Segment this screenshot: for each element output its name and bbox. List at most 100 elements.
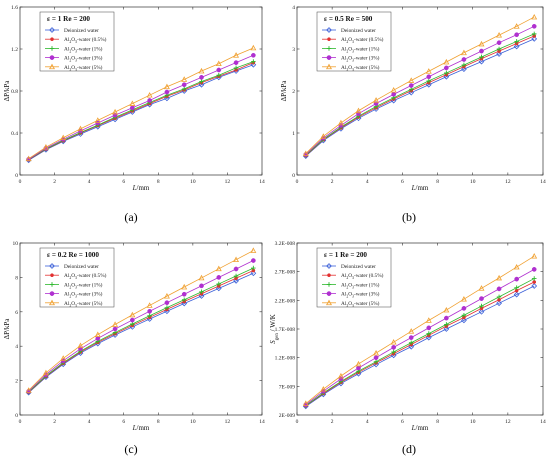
data-point (514, 276, 519, 282)
data-point (94, 331, 101, 338)
data-point (426, 78, 432, 84)
series-line (305, 269, 535, 405)
data-point (199, 79, 204, 84)
x-axis-label: L/mm (132, 184, 150, 192)
y-tick-label: 0.8 (11, 89, 18, 95)
data-point (112, 326, 118, 332)
y-tick-label: 4 (15, 344, 18, 350)
data-point (320, 133, 327, 139)
data-point (461, 317, 467, 324)
legend-title: ε = 1 Re = 200 (47, 15, 90, 23)
x-tick-label: 6 (122, 419, 125, 425)
legend-title: ε = 1 Re = 200 (324, 251, 367, 259)
data-point (531, 31, 537, 37)
legend-marker (326, 282, 332, 287)
series-line (28, 260, 254, 392)
legend-marker (326, 263, 332, 269)
legend-entry-label: Al2O3-water (3%) (341, 291, 380, 299)
y-tick-label: 2.7E-008 (275, 270, 296, 276)
x-axis-label: L/mm (411, 184, 429, 192)
y-tick-label: 4 (292, 5, 295, 11)
series-line (28, 267, 254, 393)
data-point (444, 322, 449, 327)
data-point (250, 247, 257, 253)
x-tick-label: 10 (470, 179, 476, 185)
legend-marker (326, 27, 332, 33)
data-point (129, 100, 136, 106)
data-point (373, 97, 380, 103)
data-point (496, 294, 502, 300)
data-point (198, 67, 205, 74)
legend-entry-label: Al2O3-water (0.5%) (341, 272, 384, 280)
data-point (461, 306, 467, 311)
data-point (60, 134, 67, 141)
y-tick-label: 7E-009 (279, 384, 295, 390)
data-point (373, 359, 379, 364)
x-axis-label: L/mm (132, 424, 150, 432)
data-point (408, 335, 414, 340)
legend-marker (49, 299, 55, 306)
x-tick-label: 4 (366, 179, 369, 185)
data-point (391, 344, 396, 350)
series-line (305, 38, 535, 157)
data-point (355, 360, 362, 367)
data-point (147, 98, 152, 103)
data-point (479, 48, 484, 54)
y-tick-label: 1.7E-008 (275, 327, 296, 333)
x-tick-label: 2 (53, 179, 56, 185)
y-tick-label: 1 (292, 131, 295, 137)
data-point (77, 125, 84, 132)
data-point (514, 39, 519, 44)
data-point (531, 36, 538, 42)
data-point (233, 60, 239, 66)
series-line (305, 16, 535, 154)
data-point (443, 58, 450, 65)
data-point (479, 296, 484, 301)
x-tick-label: 14 (540, 419, 546, 425)
y-tick-label: 10 (13, 241, 19, 247)
data-point (251, 59, 256, 64)
data-point (408, 83, 414, 88)
legend-entry-label: Al2O3-water (5%) (64, 300, 103, 308)
panel-caption: (a) (124, 210, 137, 224)
legend-marker (326, 46, 332, 51)
legend-box (316, 247, 392, 308)
legend-entry-label: Deionized water (64, 28, 99, 34)
data-point (513, 263, 520, 270)
data-point (112, 321, 119, 327)
data-point (496, 300, 502, 307)
data-point (42, 144, 49, 150)
series-line (305, 285, 535, 407)
data-point (181, 76, 188, 82)
data-point (444, 315, 449, 321)
legend-entry-label: Al2O3-water (3%) (64, 291, 103, 299)
series-line (28, 62, 254, 161)
data-point (514, 285, 519, 291)
legend-box (39, 247, 115, 308)
legend-entry-label: Deionized water (341, 264, 376, 270)
data-point (181, 82, 187, 88)
data-point (479, 54, 484, 60)
legend-entry-label: Al2O3-water (0.5%) (341, 36, 384, 44)
series-line (28, 64, 254, 161)
x-tick-label: 4 (88, 419, 91, 425)
series-line (305, 25, 535, 155)
x-tick-label: 12 (225, 419, 231, 425)
data-point (355, 107, 362, 114)
data-point (233, 273, 239, 279)
y-tick-label: 0 (15, 413, 18, 419)
x-tick-label: 4 (366, 419, 369, 425)
data-point (425, 334, 432, 341)
data-point (532, 280, 537, 284)
data-point (496, 51, 502, 57)
y-tick-label: 3 (292, 47, 295, 53)
data-point (356, 365, 361, 371)
chart-panel-a: 0 2 4 6 8 10 12 14 0 0.4 0.8 1.2 1.6 L/mm ΔP/kPa ε = 1 … (3, 5, 265, 224)
data-point (443, 73, 450, 80)
legend: ε = 0.5 Re = 500 Deionized water Al2O3-wat… (316, 11, 392, 72)
series-line (28, 61, 254, 160)
series-4 (25, 247, 257, 393)
data-point (478, 58, 485, 65)
data-point (147, 313, 152, 319)
